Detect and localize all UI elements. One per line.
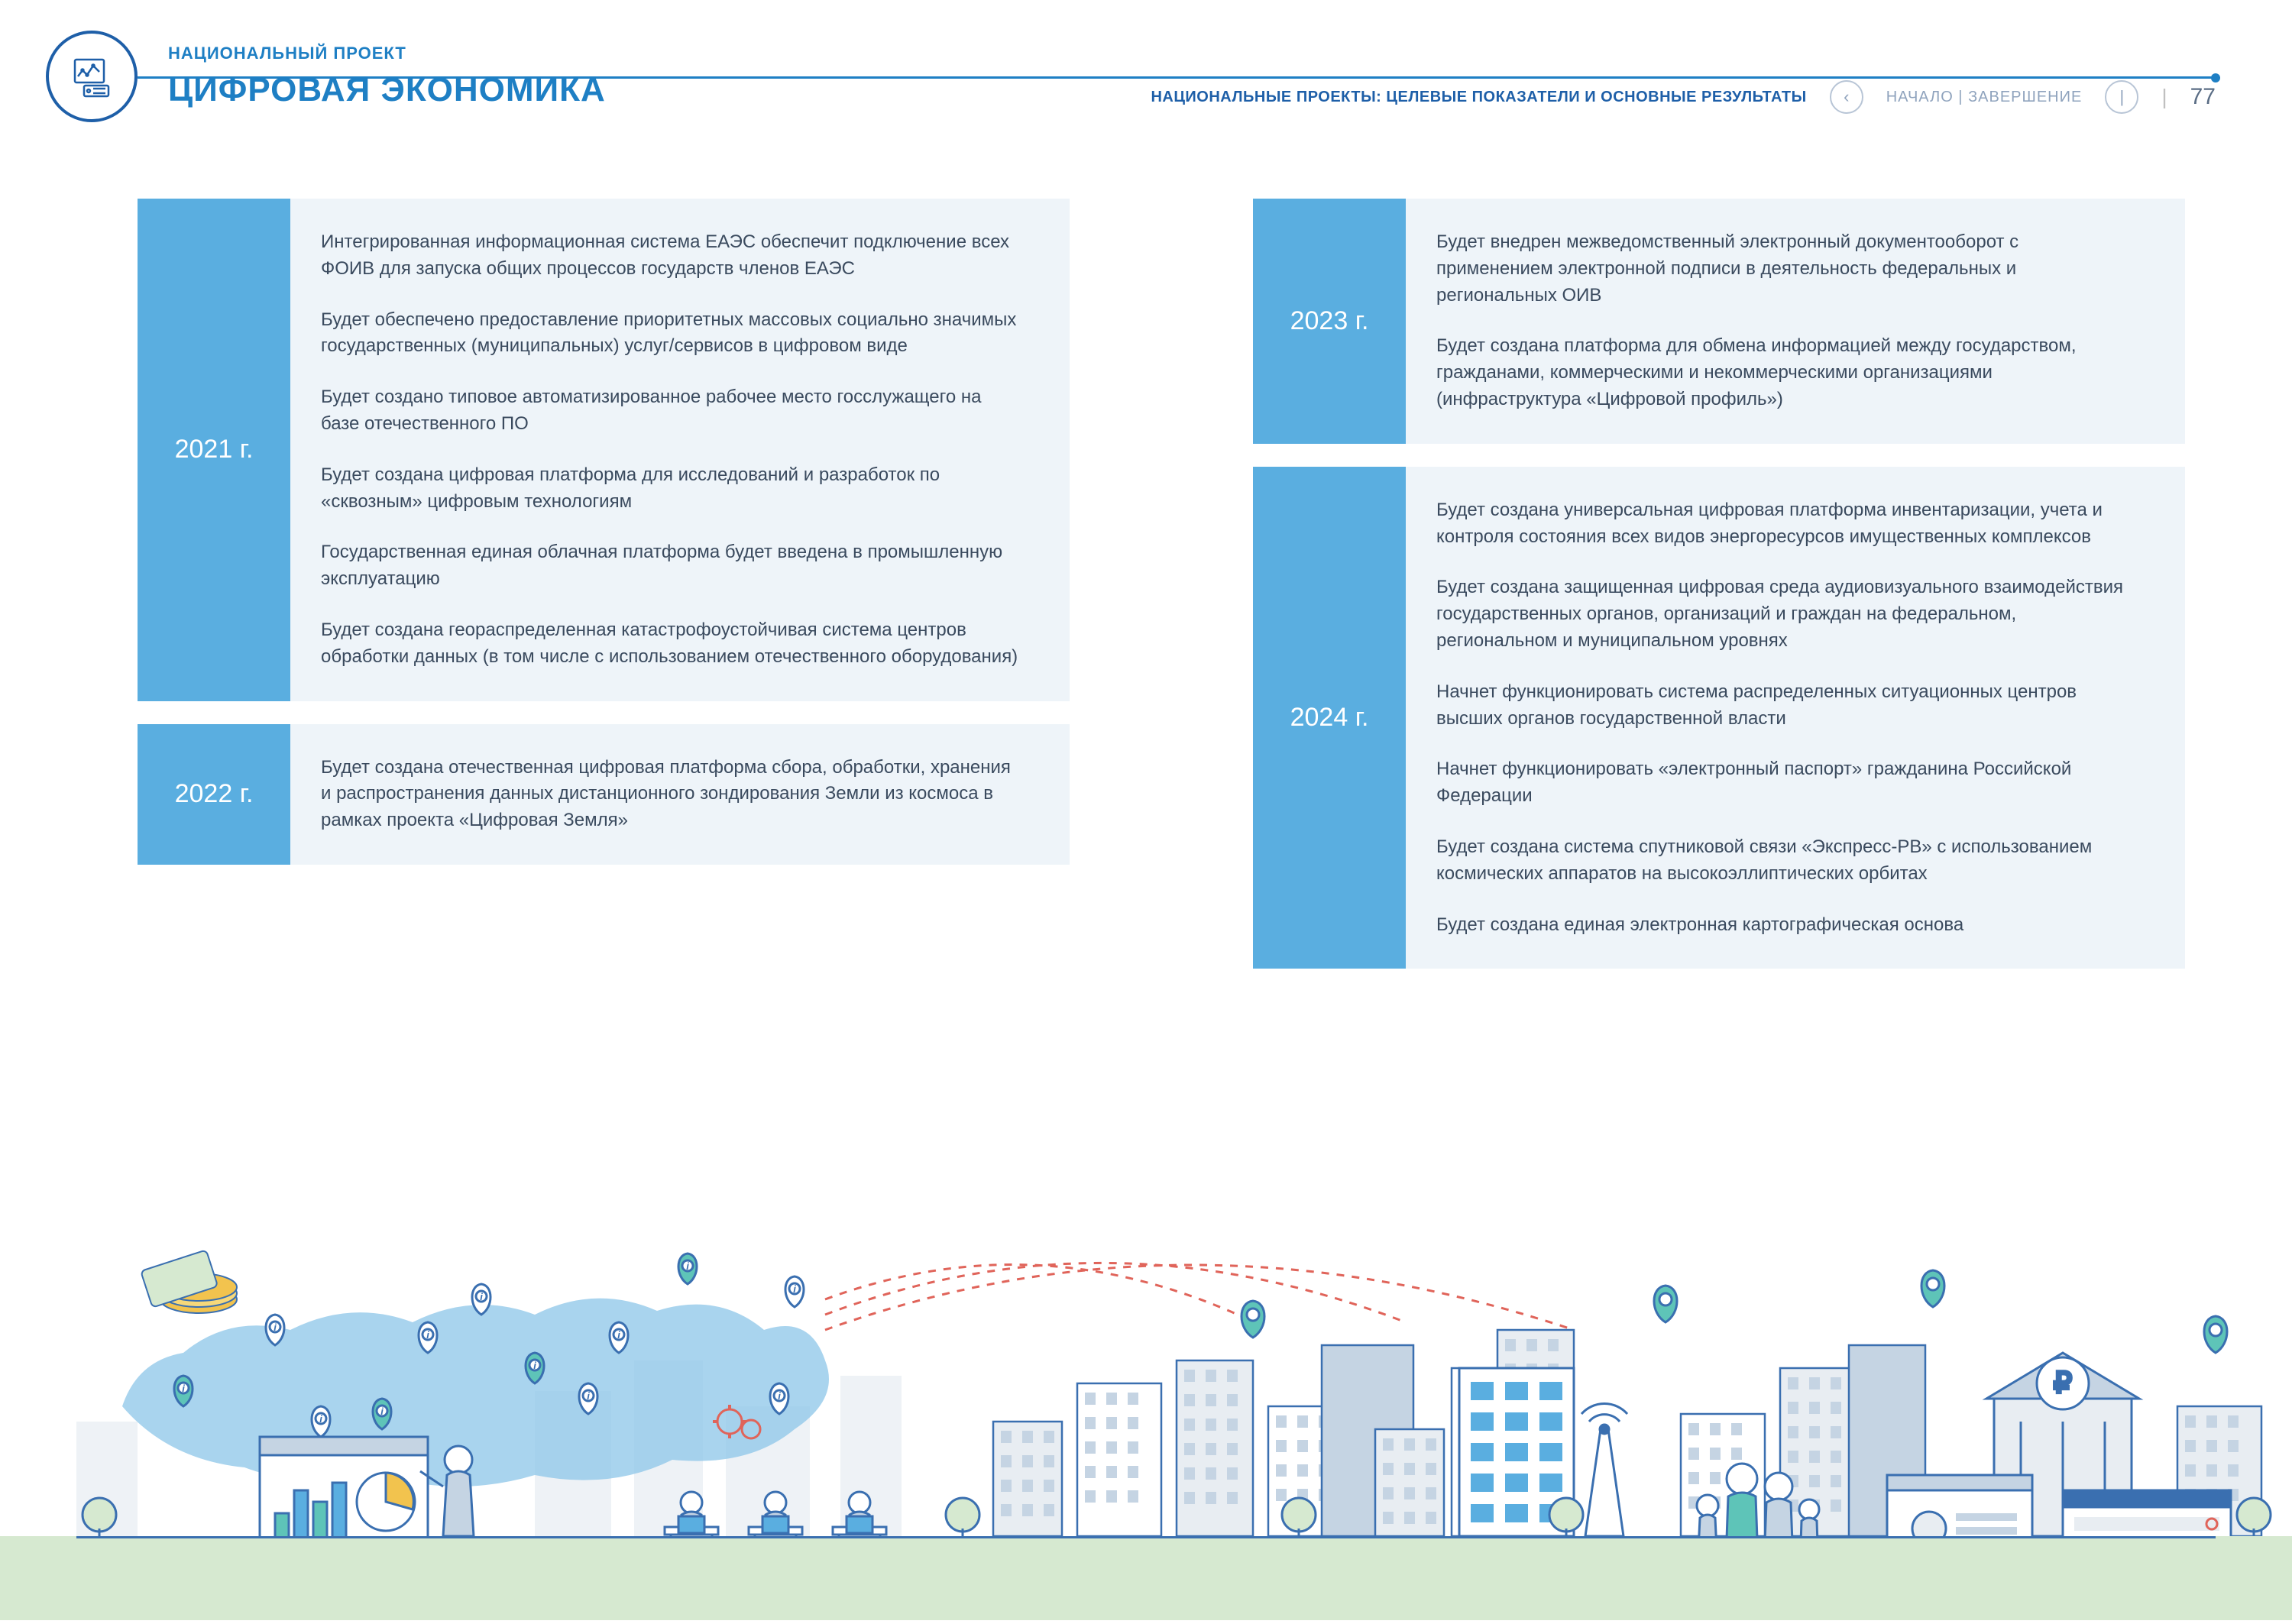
milestone-item: Будет создана защищенная цифровая среда … [1436, 574, 2139, 654]
milestone-item: Будет создана единая электронная картогр… [1436, 912, 2139, 939]
year-label: 2022 г. [138, 724, 290, 865]
milestone-item: Будет создана платформа для обмена инфор… [1436, 333, 2139, 412]
year-label: 2021 г. [138, 199, 290, 701]
year-block: 2021 г. Интегрированная информационная си… [138, 199, 1070, 701]
svg-text:i: i [617, 1329, 620, 1341]
svg-text:i: i [778, 1390, 781, 1402]
header-title: ЦИФРОВАЯ ЭКОНОМИКА [168, 71, 606, 109]
breadcrumb: НАЦИОНАЛЬНЫЕ ПРОЕКТЫ: ЦЕЛЕВЫЕ ПОКАЗАТЕЛИ… [1151, 89, 1806, 106]
svg-text:₽: ₽ [2054, 1367, 2072, 1399]
milestone-item: Будет создана универсальная цифровая пла… [1436, 497, 2139, 551]
milestone-item: Будет внедрен межведомственный электронн… [1436, 229, 2139, 309]
svg-text:i: i [426, 1329, 429, 1341]
page-header: НАЦИОНАЛЬНЫЙ ПРОЕКТ ЦИФРОВАЯ ЭКОНОМИКА Н… [0, 0, 2292, 137]
header-subtitle: НАЦИОНАЛЬНЫЙ ПРОЕКТ [168, 44, 606, 63]
bottom-illustration: i i i i i i i i i i i i [0, 1192, 2292, 1620]
milestone-item: Будет создана цифровая платформа для исс… [321, 462, 1024, 516]
year-label: 2023 г. [1253, 199, 1406, 444]
svg-text:i: i [274, 1322, 277, 1333]
svg-text:i: i [793, 1283, 796, 1295]
nav-separator: | [2161, 85, 2167, 109]
nav-next-button[interactable]: | [2105, 80, 2138, 114]
milestone-item: Будет создана геораспределенная катастро… [321, 617, 1024, 671]
milestone-item: Будет создана отечественная цифровая пла… [321, 755, 1024, 834]
milestone-item: Будет создано типовое автоматизированное… [321, 384, 1024, 438]
block-body: Будет внедрен межведомственный электронн… [1406, 199, 2185, 444]
project-icon [46, 31, 138, 122]
nav-label: НАЧАЛО | ЗАВЕРШЕНИЕ [1886, 89, 2083, 106]
svg-text:i: i [182, 1383, 185, 1394]
milestone-item: Будет создана система спутниковой связи … [1436, 834, 2139, 888]
svg-text:i: i [587, 1390, 590, 1402]
milestone-item: Интегрированная информационная система Е… [321, 229, 1024, 283]
svg-text:i: i [533, 1360, 536, 1371]
page-number: 77 [2190, 84, 2216, 110]
milestone-item: Начнет функционировать «электронный пасп… [1436, 756, 2139, 810]
content-columns: 2021 г. Интегрированная информационная си… [0, 137, 2292, 969]
illustration-ground [0, 1536, 2292, 1620]
svg-text:i: i [480, 1291, 483, 1302]
header-nav: НАЦИОНАЛЬНЫЕ ПРОЕКТЫ: ЦЕЛЕВЫЕ ПОКАЗАТЕЛИ… [1151, 80, 2216, 114]
year-block: 2024 г. Будет создана универсальная цифро… [1253, 467, 2185, 969]
milestone-item: Начнет функционировать система распредел… [1436, 679, 2139, 733]
block-body: Интегрированная информационная система Е… [290, 199, 1070, 701]
svg-text:i: i [686, 1260, 689, 1272]
year-block: 2022 г. Будет создана отечественная цифро… [138, 724, 1070, 865]
svg-text:i: i [380, 1406, 384, 1417]
left-column: 2021 г. Интегрированная информационная си… [138, 199, 1070, 969]
block-body: Будет создана универсальная цифровая пла… [1406, 467, 2185, 969]
svg-text:i: i [319, 1413, 322, 1425]
year-block: 2023 г. Будет внедрен межведомственный эл… [1253, 199, 2185, 444]
right-column: 2023 г. Будет внедрен межведомственный эл… [1253, 199, 2185, 969]
nav-prev-button[interactable]: ‹ [1830, 80, 1863, 114]
block-body: Будет создана отечественная цифровая пла… [290, 724, 1070, 865]
year-label: 2024 г. [1253, 467, 1406, 969]
milestone-item: Государственная единая облачная платформ… [321, 539, 1024, 593]
milestone-item: Будет обеспечено предоставление приорите… [321, 307, 1024, 361]
